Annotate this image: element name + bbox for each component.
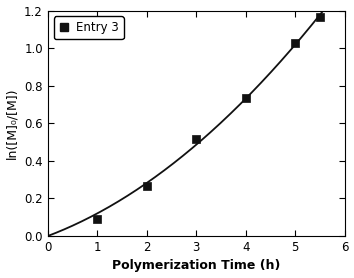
Point <box>144 184 149 188</box>
Point <box>243 96 249 100</box>
Point <box>292 41 298 46</box>
Legend: Entry 3: Entry 3 <box>53 16 124 39</box>
Point <box>95 217 100 221</box>
Y-axis label: ln([M]₀/[M]): ln([M]₀/[M]) <box>6 88 18 159</box>
X-axis label: Polymerization Time (h): Polymerization Time (h) <box>112 259 280 272</box>
Point <box>317 15 323 19</box>
Point <box>193 137 199 142</box>
